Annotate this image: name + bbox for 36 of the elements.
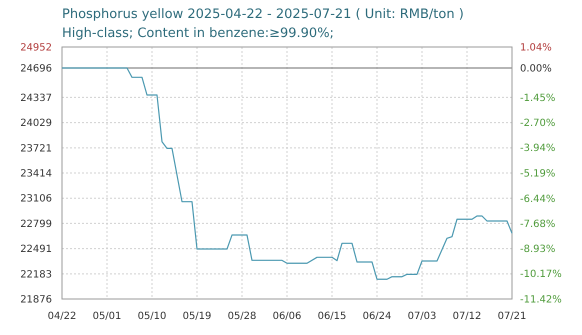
y2-tick-label: -7.68% [520, 218, 556, 230]
y2-tick-label: -11.42% [520, 294, 562, 306]
y-tick-label: 24029 [20, 118, 52, 130]
y2-tick-label: -3.94% [520, 143, 556, 154]
y2-tick-label: -10.17% [520, 269, 562, 280]
chart-title: Phosphorus yellow 2025-04-22 - 2025-07-21 ( Unit: RMB/ton ) [62, 7, 464, 22]
x-tick-label: 07/12 [452, 311, 482, 322]
y-tick-label: 22183 [20, 269, 52, 280]
y-tick-label: 24337 [20, 92, 52, 104]
y2-tick-label: -5.19% [520, 168, 556, 180]
x-tick-label: 07/21 [498, 311, 526, 322]
y2-tick-label: -2.70% [520, 118, 556, 130]
chart-subtitle: High-class; Content in benzene:≥99.90%; [62, 26, 334, 41]
x-tick-label: 05/19 [182, 311, 212, 322]
x-tick-label: 06/06 [272, 311, 302, 322]
y2-tick-label: -6.44% [520, 194, 556, 205]
x-tick-label: 05/10 [138, 311, 166, 322]
x-tick-label: 06/24 [362, 311, 392, 322]
y-tick-label: 23414 [20, 168, 52, 180]
y2-tick-label: 1.04% [520, 42, 552, 54]
y-tick-label: 24696 [20, 63, 52, 74]
y2-tick-label: -8.93% [520, 244, 556, 256]
y2-tick-label: 0.00% [520, 64, 552, 75]
y-tick-label: 24952 [20, 42, 52, 54]
y-tick-label: 22491 [20, 244, 52, 256]
y-tick-label: 22799 [20, 218, 52, 230]
line-series [61, 67, 513, 280]
x-tick-label: 05/01 [92, 311, 122, 322]
x-tick-label: 07/03 [408, 311, 436, 322]
x-tick-label: 04/22 [48, 311, 76, 322]
x-tick-label: 06/15 [318, 311, 346, 322]
y-tick-label: 23106 [20, 194, 52, 205]
x-tick-label: 05/28 [228, 311, 256, 322]
y2-tick-label: -1.45% [520, 92, 556, 104]
y-tick-label: 23721 [20, 143, 52, 154]
y-tick-label: 21876 [20, 294, 52, 306]
